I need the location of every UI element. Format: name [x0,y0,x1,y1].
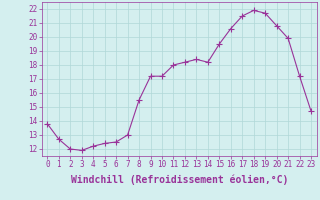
X-axis label: Windchill (Refroidissement éolien,°C): Windchill (Refroidissement éolien,°C) [70,175,288,185]
